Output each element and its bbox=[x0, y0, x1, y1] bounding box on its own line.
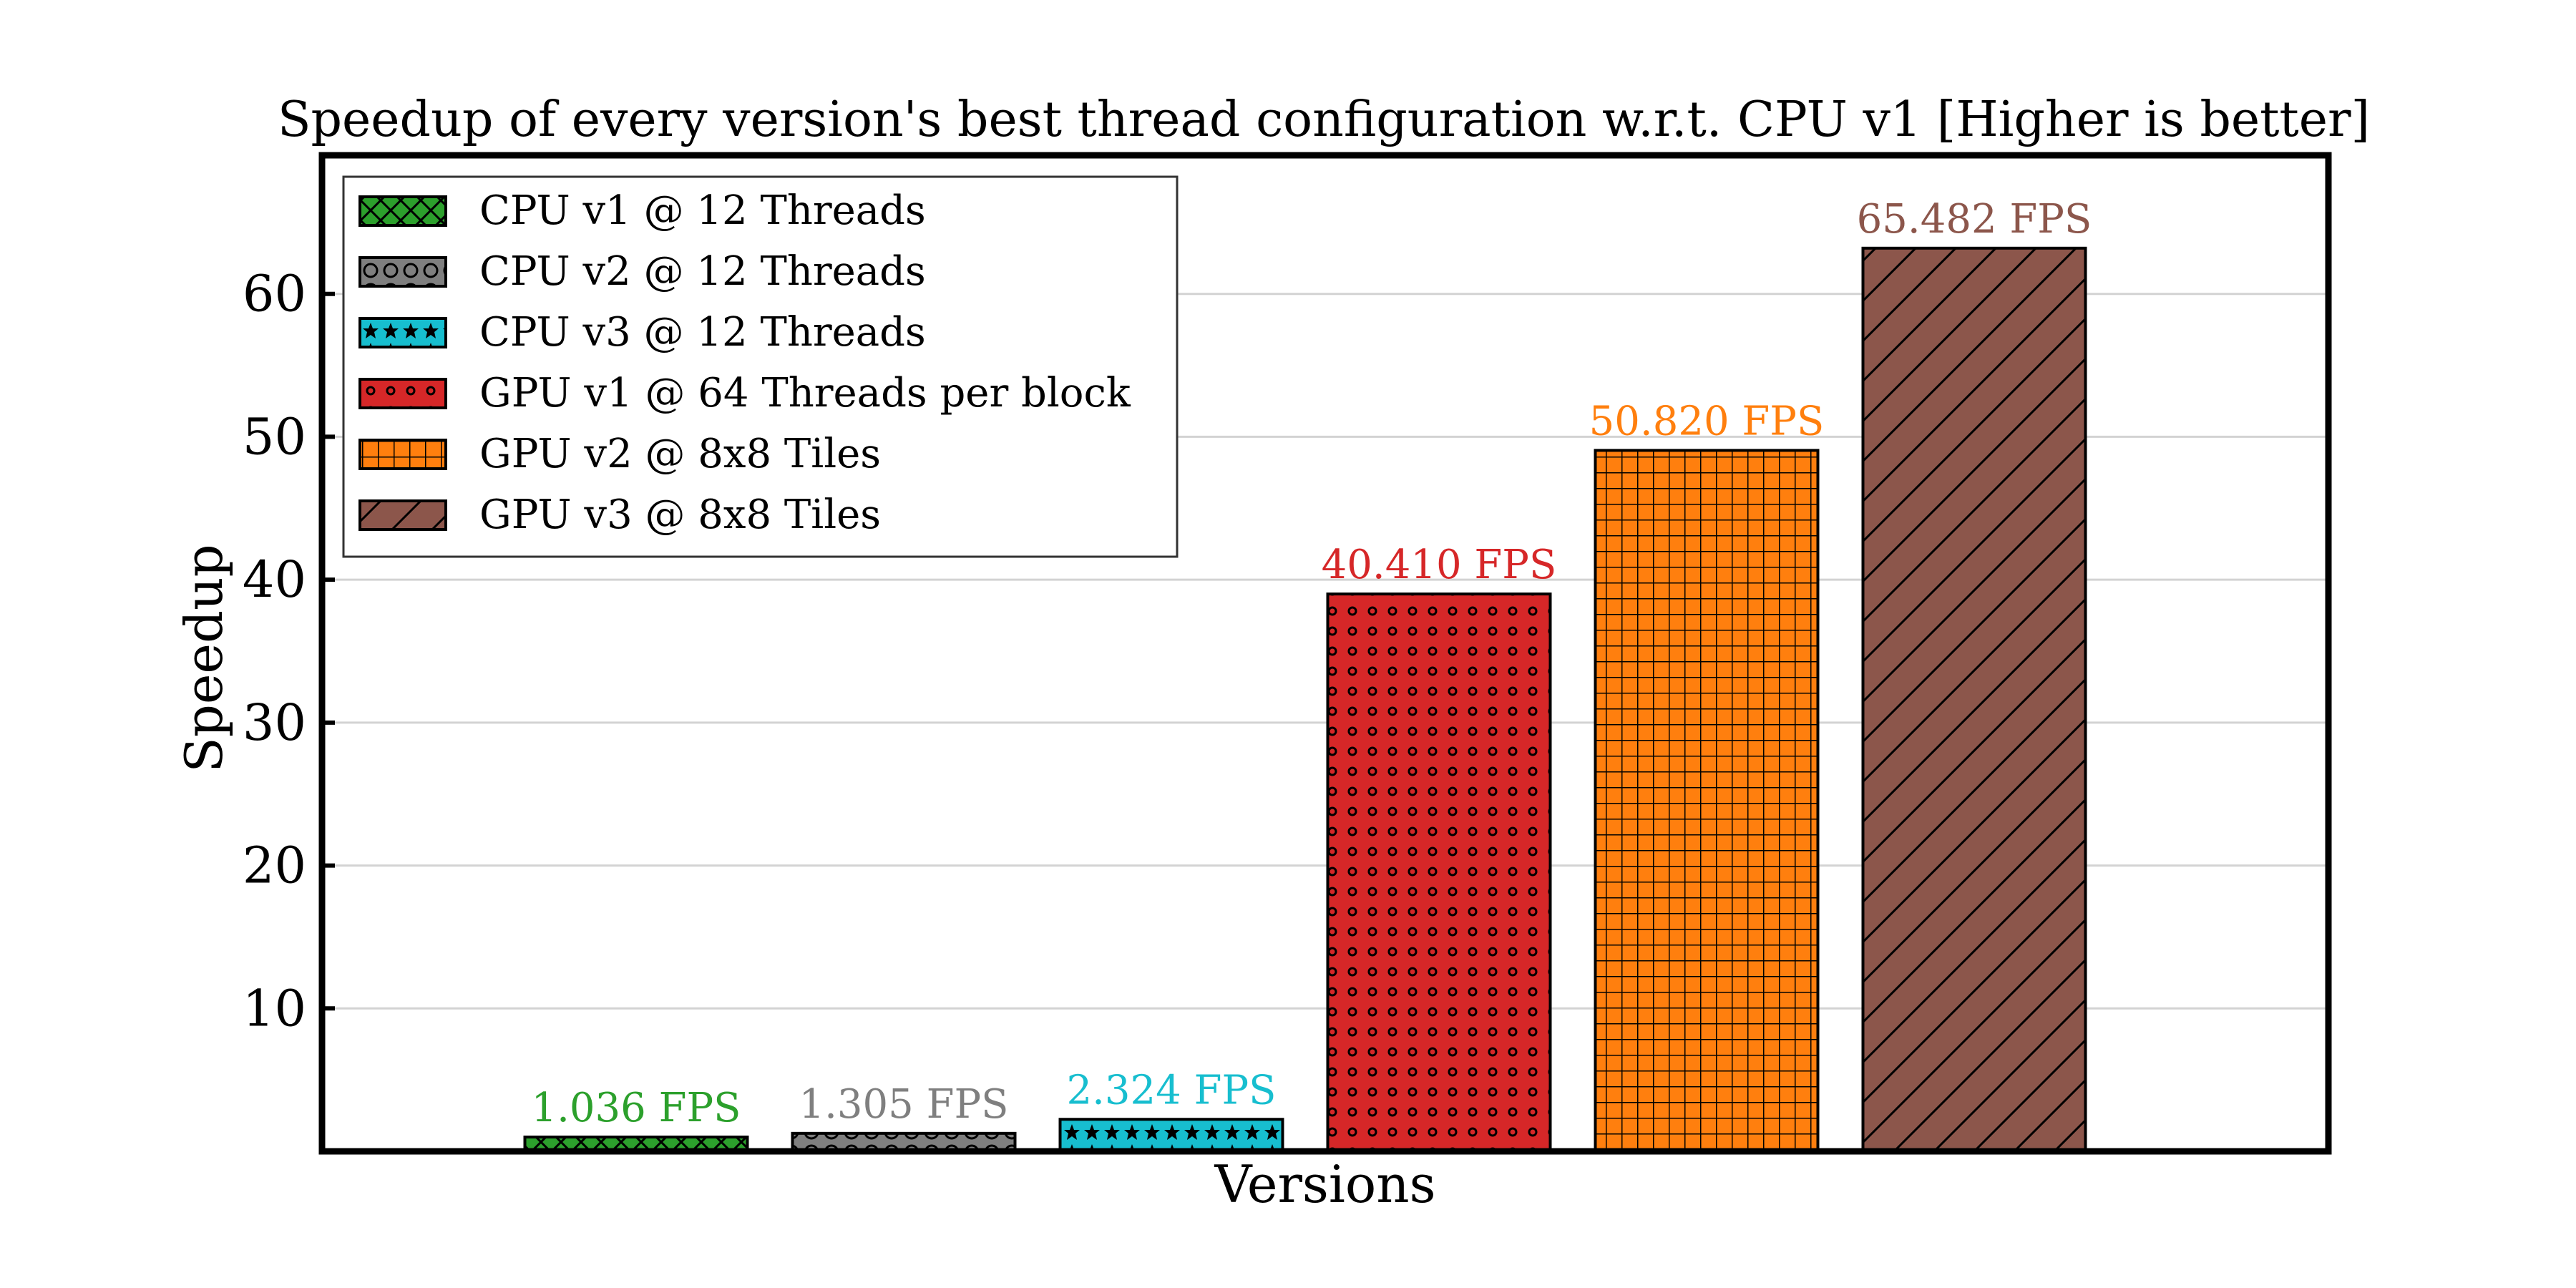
legend-label: GPU v3 @ 8x8 Tiles bbox=[479, 492, 881, 538]
legend-item-1: CPU v1 @ 12 Threads bbox=[358, 187, 926, 234]
x-axis-label: Versions bbox=[1214, 1154, 1435, 1214]
data-label-6: 65.482 FPS bbox=[1857, 196, 2092, 243]
data-label-5: 50.820 FPS bbox=[1589, 398, 1825, 444]
legend-label: GPU v1 @ 64 Threads per block bbox=[479, 370, 1131, 416]
y-tick-label: 50 bbox=[243, 407, 306, 466]
legend-swatch bbox=[358, 317, 447, 348]
chart-title: Speedup of every version's best thread c… bbox=[278, 92, 2370, 148]
data-label-3: 2.324 FPS bbox=[1066, 1067, 1276, 1113]
bar-3 bbox=[1058, 1118, 1284, 1153]
y-tick-label: 60 bbox=[243, 265, 306, 323]
bar-5 bbox=[1594, 449, 1820, 1153]
bar-6 bbox=[1861, 246, 2087, 1153]
legend-item-2: CPU v2 @ 12 Threads bbox=[358, 248, 926, 295]
legend-item-5: GPU v2 @ 8x8 Tiles bbox=[358, 431, 881, 477]
y-ticks: 10 20 30 40 50 60 bbox=[243, 265, 335, 1038]
plot-frame bbox=[318, 152, 2332, 1155]
legend-item-3: CPU v3 @ 12 Threads bbox=[358, 309, 926, 356]
y-tick-label: 30 bbox=[243, 693, 306, 752]
data-label-2: 1.305 FPS bbox=[799, 1081, 1008, 1128]
data-label-4: 40.410 FPS bbox=[1322, 542, 1557, 588]
legend-swatch bbox=[358, 378, 447, 409]
legend-item-6: GPU v3 @ 8x8 Tiles bbox=[358, 492, 881, 538]
bar-4 bbox=[1326, 592, 1552, 1153]
legend-label: CPU v1 @ 12 Threads bbox=[479, 187, 926, 234]
legend: CPU v1 @ 12 Threads CPU v2 @ 12 Threads CP… bbox=[342, 175, 1179, 558]
legend-label: CPU v3 @ 12 Threads bbox=[479, 309, 926, 356]
data-label-1: 1.036 FPS bbox=[531, 1085, 741, 1131]
y-tick-label: 10 bbox=[243, 979, 306, 1038]
bars bbox=[523, 246, 2087, 1153]
legend-frame bbox=[342, 175, 1179, 558]
legend-swatch bbox=[358, 256, 447, 288]
legend-label: GPU v2 @ 8x8 Tiles bbox=[479, 431, 881, 477]
legend-swatch bbox=[358, 499, 447, 531]
y-axis-label: Speedup bbox=[174, 544, 234, 772]
y-tick-label: 20 bbox=[243, 836, 306, 895]
legend-swatch bbox=[358, 195, 447, 227]
legend-swatch bbox=[358, 439, 447, 470]
legend-label: CPU v2 @ 12 Threads bbox=[479, 248, 926, 295]
legend-item-4: GPU v1 @ 64 Threads per block bbox=[358, 370, 1131, 416]
data-labels: 1.036 FPS 1.305 FPS 2.324 FPS 40.410 FPS 50.… bbox=[531, 196, 2092, 1131]
y-tick-label: 40 bbox=[243, 550, 306, 609]
